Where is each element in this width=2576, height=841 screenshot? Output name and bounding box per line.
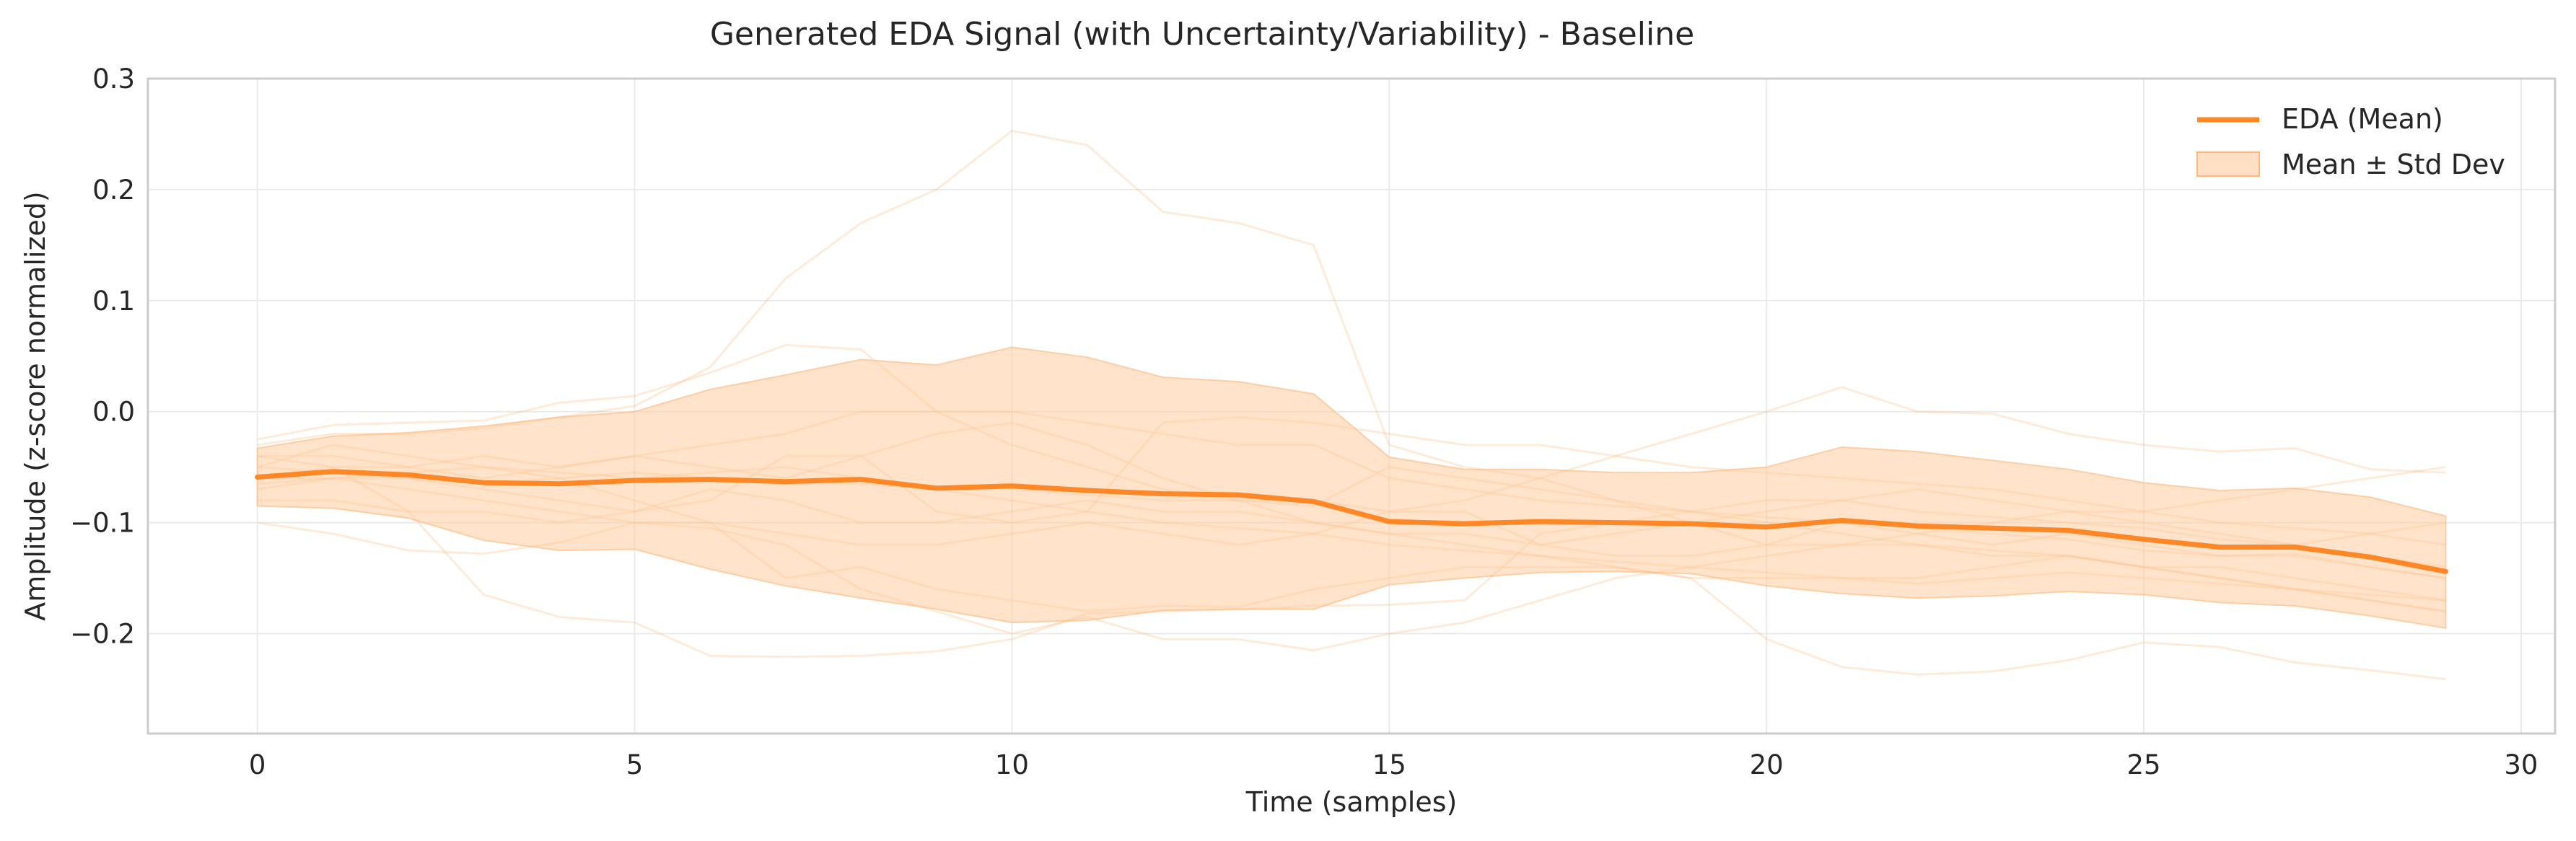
legend: EDA (Mean) Mean ± Std Dev	[2196, 103, 2505, 180]
x-tick-label: 0	[249, 749, 266, 780]
x-tick-label: 5	[626, 749, 644, 780]
legend-mean-label: EDA (Mean)	[2282, 103, 2443, 135]
y-tick-label: 0.3	[92, 63, 135, 94]
mean-line-layer	[255, 469, 2448, 574]
y-tick-label: −0.2	[70, 618, 135, 649]
y-tick-label: 0.0	[92, 397, 135, 428]
y-tick-label: 0.1	[92, 286, 135, 317]
x-tick-label: 25	[2127, 749, 2161, 780]
x-axis: 0 5 10 15 20 25 30	[249, 749, 2538, 780]
plot-frame	[146, 77, 2557, 735]
x-tick-label: 10	[995, 749, 1029, 780]
y-tick-label: 0.2	[92, 175, 135, 206]
x-axis-label: Time (samples)	[1245, 786, 1458, 818]
y-axis-label: Amplitude (z-score normalized)	[19, 191, 51, 620]
y-tick-label: −0.1	[70, 508, 135, 539]
x-tick-label: 15	[1372, 749, 1406, 780]
std-band-layer	[256, 346, 2447, 629]
plot-area	[146, 77, 2557, 735]
mean-line	[255, 469, 2448, 574]
y-axis: −0.2 −0.1 0.0 0.1 0.2 0.3	[70, 63, 135, 649]
x-tick-label: 20	[1750, 749, 1784, 780]
legend-band-label: Mean ± Std Dev	[2282, 149, 2505, 180]
chart-title: Generated EDA Signal (with Uncertainty/V…	[710, 16, 1694, 53]
std-dev-band	[256, 346, 2447, 629]
x-tick-label: 30	[2504, 749, 2538, 780]
legend-band-swatch	[2196, 151, 2260, 177]
plot-background	[148, 79, 2555, 734]
